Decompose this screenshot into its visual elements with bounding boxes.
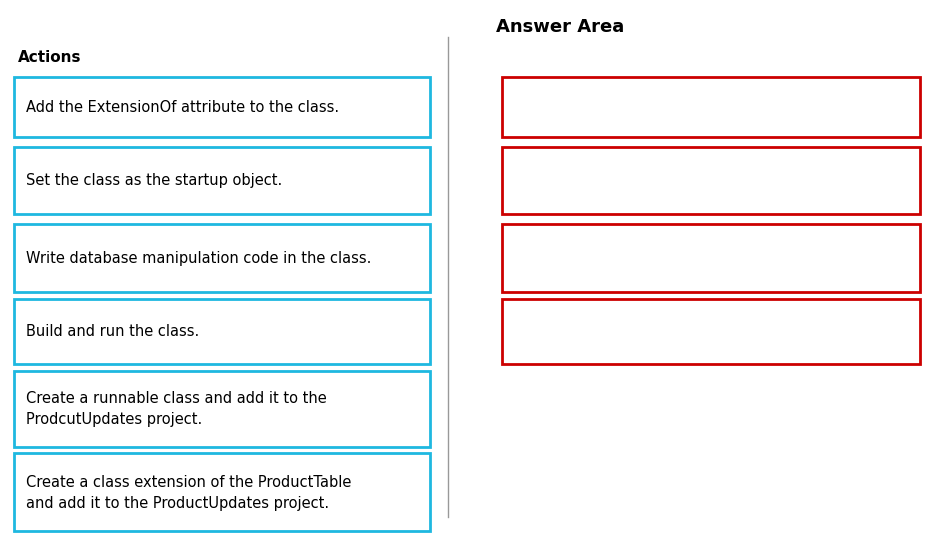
Text: Create a class extension of the ProductTable
and add it to the ProductUpdates pr: Create a class extension of the ProductT… bbox=[26, 475, 351, 511]
Bar bbox=[502, 299, 920, 364]
Text: Answer Area: Answer Area bbox=[496, 18, 624, 36]
Text: Set the class as the startup object.: Set the class as the startup object. bbox=[26, 173, 282, 189]
Text: Create a runnable class and add it to the
ProdcutUpdates project.: Create a runnable class and add it to th… bbox=[26, 391, 327, 427]
Bar bbox=[14, 299, 430, 364]
Bar bbox=[502, 224, 920, 292]
Text: Actions: Actions bbox=[18, 49, 81, 65]
Text: Add the ExtensionOf attribute to the class.: Add the ExtensionOf attribute to the cla… bbox=[26, 100, 339, 114]
Text: Write database manipulation code in the class.: Write database manipulation code in the … bbox=[26, 251, 371, 265]
Bar bbox=[502, 147, 920, 214]
Bar bbox=[14, 77, 430, 137]
Bar bbox=[14, 453, 430, 531]
Bar bbox=[14, 371, 430, 447]
Bar bbox=[14, 224, 430, 292]
Text: Build and run the class.: Build and run the class. bbox=[26, 324, 199, 340]
Bar bbox=[14, 147, 430, 214]
Bar bbox=[502, 77, 920, 137]
